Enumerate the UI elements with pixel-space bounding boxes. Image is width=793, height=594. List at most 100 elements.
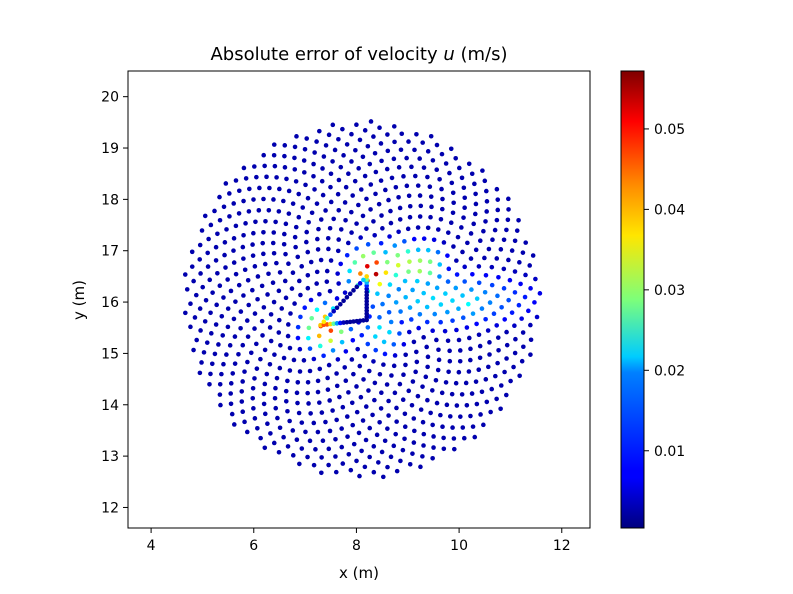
scatter-point (470, 311, 476, 316)
scatter-point (360, 418, 366, 423)
scatter-point (219, 313, 225, 319)
scatter-point (399, 319, 404, 325)
scatter-point (340, 461, 346, 466)
scatter-point (292, 234, 298, 240)
scatter-point (252, 264, 258, 269)
scatter-point (434, 142, 440, 148)
scatter-point (295, 324, 301, 330)
scatter-point (334, 305, 340, 311)
scatter-point (380, 226, 385, 231)
scatter-point (373, 191, 378, 197)
scatter-point (309, 210, 315, 216)
scatter-point (362, 353, 368, 359)
scatter-point (333, 454, 338, 459)
scatter-point (396, 286, 402, 292)
scatter-point (379, 158, 384, 164)
scatter-point (200, 284, 206, 290)
scatter-point (303, 429, 308, 435)
scatter-point (371, 469, 377, 475)
scatter-point (270, 280, 276, 286)
scatter-point (260, 240, 266, 246)
scatter-point (347, 291, 353, 297)
scatter-point (239, 389, 245, 394)
scatter-point (366, 368, 372, 374)
scatter-point (372, 150, 378, 156)
scatter-point (410, 451, 415, 456)
scatter-point (228, 391, 234, 396)
scatter-point (326, 462, 331, 468)
scatter-point (222, 240, 228, 245)
scatter-point (473, 379, 479, 384)
scatter-point (319, 455, 324, 460)
scatter-point (397, 381, 403, 387)
scatter-point (469, 287, 474, 292)
scatter-point (293, 179, 299, 184)
scatter-point (357, 473, 362, 479)
scatter-point (385, 426, 390, 431)
scatter-point (388, 454, 394, 460)
scatter-point (489, 264, 495, 270)
scatter-point (264, 371, 270, 377)
scatter-point (264, 174, 269, 180)
scatter-point (438, 412, 443, 418)
scatter-point (447, 170, 452, 176)
scatter-point (476, 264, 482, 269)
scatter-point (362, 173, 368, 179)
scatter-point (307, 368, 313, 374)
scatter-point (340, 404, 346, 410)
y-tick-label: 19 (101, 141, 119, 157)
scatter-point (336, 207, 342, 213)
scatter-point (421, 431, 427, 437)
scatter-point (459, 392, 465, 397)
scatter-point (428, 214, 433, 220)
scatter-point (494, 217, 500, 223)
scatter-point (470, 424, 476, 429)
scatter-point (438, 216, 444, 222)
scatter-point (209, 331, 214, 336)
scatter-point (456, 337, 462, 343)
scatter-point (218, 402, 223, 408)
scatter-point (364, 263, 370, 269)
scatter-point (420, 384, 425, 389)
scatter-point (225, 324, 231, 330)
scatter-point (304, 136, 310, 141)
scatter-point (334, 296, 340, 301)
scatter-point (277, 270, 283, 275)
scatter-point (466, 369, 472, 374)
scatter-point (457, 348, 463, 353)
scatter-point (335, 248, 341, 254)
scatter-point (254, 366, 260, 371)
scatter-point (383, 270, 389, 275)
scatter-point (265, 292, 270, 297)
scatter-point (386, 413, 391, 418)
scatter-point (263, 218, 268, 224)
scatter-point (481, 422, 486, 428)
scatter-point (282, 153, 287, 159)
scatter-point (395, 252, 401, 258)
scatter-point (391, 124, 397, 129)
scatter-point (483, 272, 489, 278)
scatter-point (407, 214, 413, 220)
scatter-point (274, 175, 279, 180)
scatter-point (361, 277, 366, 283)
scatter-point (437, 274, 442, 279)
scatter-point (298, 314, 303, 320)
scatter-point (502, 317, 508, 322)
scatter-point (430, 328, 435, 333)
scatter-point (272, 395, 278, 401)
scatter-point (332, 147, 338, 153)
scatter-point (214, 302, 219, 308)
scatter-point (344, 414, 350, 419)
scatter-point (518, 281, 523, 287)
scatter-point (258, 435, 263, 441)
scatter-point (335, 357, 341, 362)
scatter-point (459, 225, 464, 230)
scatter-point (372, 380, 378, 386)
scatter-point (498, 406, 503, 412)
scatter-point (275, 415, 280, 421)
scatter-point (328, 258, 334, 263)
scatter-point (462, 279, 467, 284)
scatter-point (273, 385, 278, 391)
scatter-point (404, 155, 409, 161)
scatter-point (465, 240, 470, 246)
